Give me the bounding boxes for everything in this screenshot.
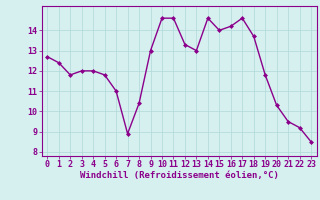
X-axis label: Windchill (Refroidissement éolien,°C): Windchill (Refroidissement éolien,°C) [80,171,279,180]
